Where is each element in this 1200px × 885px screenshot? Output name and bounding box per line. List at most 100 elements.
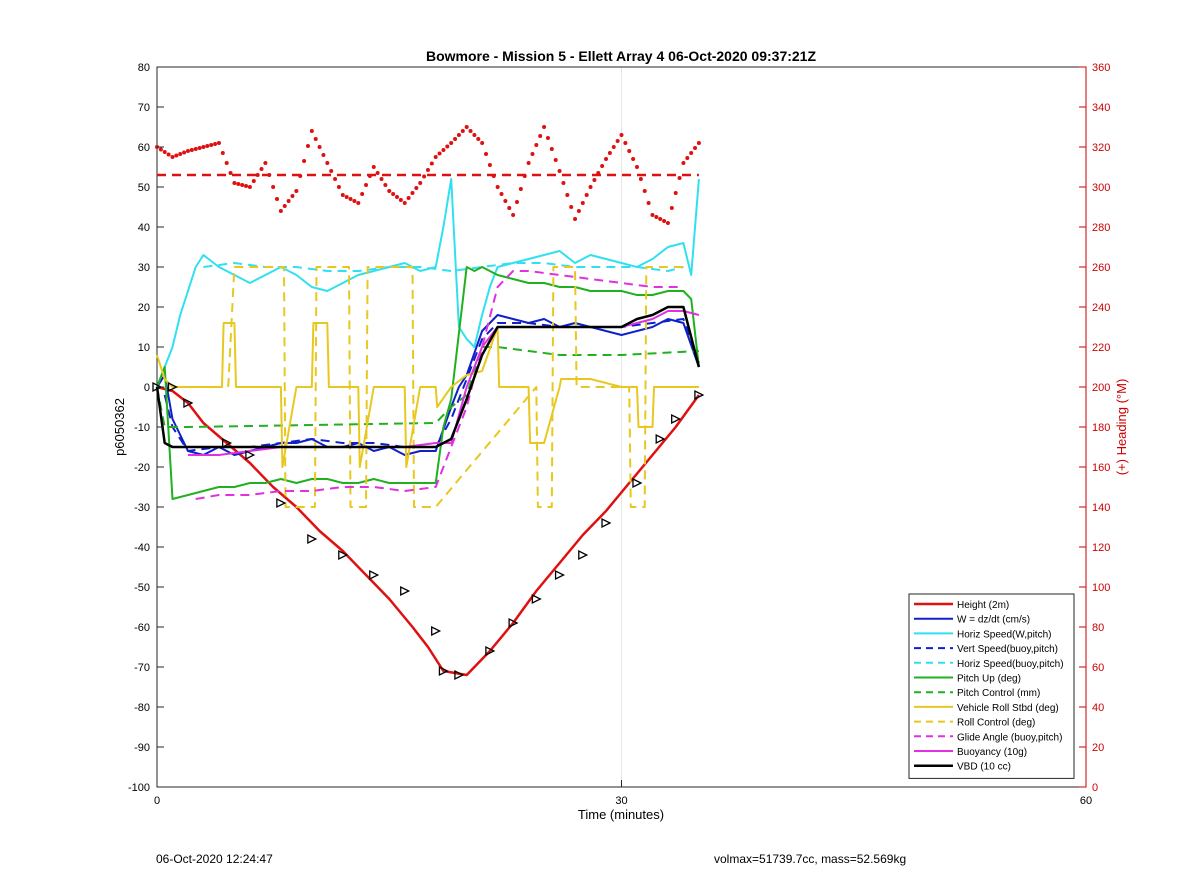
heading-point xyxy=(309,129,314,133)
y-tick-label: -60 xyxy=(134,622,150,634)
x-tick-label: 60 xyxy=(1080,795,1092,807)
height-marker xyxy=(152,381,163,393)
heading-point xyxy=(185,149,190,153)
heading-point xyxy=(658,217,663,221)
y-tick-label: 40 xyxy=(138,222,150,234)
heading-point xyxy=(348,197,353,201)
y-tick-label: 50 xyxy=(138,182,150,194)
heading-point xyxy=(271,185,276,189)
series-pitch-control-mm- xyxy=(156,346,699,428)
series-roll-control-deg- xyxy=(227,266,684,508)
heading-point xyxy=(352,199,357,203)
heading-point xyxy=(542,125,547,129)
legend-entry: Pitch Control (mm) xyxy=(957,688,1040,699)
heading-point xyxy=(418,181,423,185)
heading-point xyxy=(588,185,593,189)
y2-tick-label: 360 xyxy=(1092,62,1110,74)
heading-point xyxy=(696,141,701,145)
heading-point xyxy=(414,186,419,190)
heading-point xyxy=(247,185,252,189)
heading-point xyxy=(600,164,605,168)
heading-point xyxy=(573,217,578,221)
heading-point xyxy=(665,221,670,225)
heading-point xyxy=(580,201,585,205)
heading-point xyxy=(189,148,194,152)
heading-point xyxy=(689,151,694,155)
series-pitch-up-deg- xyxy=(156,266,700,500)
heading-point xyxy=(464,125,469,129)
heading-point xyxy=(364,183,369,187)
heading-point xyxy=(565,193,570,197)
height-marker xyxy=(531,593,542,605)
heading-point xyxy=(162,150,167,154)
y2-tick-label: 140 xyxy=(1092,502,1110,514)
series-layer xyxy=(152,125,705,681)
y2-tick-label: 40 xyxy=(1092,702,1104,714)
y2-tick-label: 0 xyxy=(1092,782,1098,794)
heading-point xyxy=(538,134,543,138)
heading-point xyxy=(654,215,659,219)
height-marker xyxy=(438,665,449,677)
height-marker xyxy=(400,585,411,597)
heading-point xyxy=(398,198,403,202)
y2-tick-label: 220 xyxy=(1092,342,1110,354)
heading-point xyxy=(251,179,256,183)
heading-point xyxy=(387,189,392,193)
heading-point xyxy=(669,206,674,210)
heading-point xyxy=(244,184,249,188)
y-tick-label: 10 xyxy=(138,342,150,354)
heading-point xyxy=(627,149,632,153)
heading-point xyxy=(302,159,307,163)
heading-point xyxy=(650,213,655,217)
height-marker xyxy=(671,413,682,425)
heading-point xyxy=(642,189,647,193)
y2-tick-label: 280 xyxy=(1092,222,1110,234)
heading-point xyxy=(375,171,380,175)
legend-entry: Roll Control (deg) xyxy=(957,718,1035,729)
height-marker xyxy=(454,669,465,681)
legend-entry: Buoyancy (10g) xyxy=(957,747,1027,758)
heading-point xyxy=(259,167,264,171)
heading-point xyxy=(174,153,179,158)
heading-point xyxy=(263,161,268,165)
heading-point xyxy=(329,169,334,173)
heading-point xyxy=(425,168,430,172)
height-marker xyxy=(554,569,566,581)
heading-point xyxy=(673,191,678,195)
heading-point xyxy=(685,156,690,160)
heading-point xyxy=(534,143,539,147)
y-tick-label: -80 xyxy=(134,702,150,714)
heading-point xyxy=(356,201,361,205)
heading-point xyxy=(468,129,473,133)
heading-point xyxy=(530,152,535,156)
heading-point xyxy=(290,194,295,198)
heading-point xyxy=(209,143,214,147)
chart-title: Bowmore - Mission 5 - Ellett Array 4 06-… xyxy=(426,48,817,64)
heading-point xyxy=(344,195,349,199)
height-marker xyxy=(694,389,705,401)
heading-point xyxy=(391,192,396,196)
heading-point xyxy=(402,201,407,205)
heading-point xyxy=(255,173,260,177)
height-marker xyxy=(655,433,666,445)
legend-entry: Horiz Speed(W,pitch) xyxy=(957,629,1051,640)
heading-point xyxy=(294,189,299,193)
heading-point xyxy=(333,177,338,181)
height-marker xyxy=(167,381,178,393)
heading-point xyxy=(158,147,163,152)
series-horiz-speed-w-pitch- xyxy=(156,178,700,388)
y2-tick-label: 60 xyxy=(1092,662,1104,674)
heading-point xyxy=(193,147,198,151)
heading-point xyxy=(278,209,283,213)
legend-entry: Vert Speed(buoy,pitch) xyxy=(957,644,1058,655)
heading-point xyxy=(569,205,574,209)
x-tick-label: 0 xyxy=(154,795,160,807)
y-tick-label: 20 xyxy=(138,302,150,314)
heading-point xyxy=(484,152,489,156)
heading-point xyxy=(507,206,512,210)
heading-point xyxy=(638,177,643,181)
heading-point xyxy=(526,161,531,165)
heading-point xyxy=(213,142,218,146)
heading-point xyxy=(170,155,175,159)
heading-point xyxy=(201,145,206,149)
